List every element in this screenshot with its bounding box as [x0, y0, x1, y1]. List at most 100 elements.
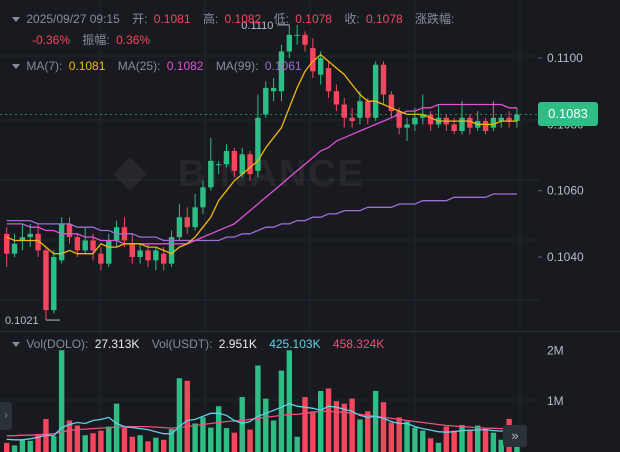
volume-bar — [420, 430, 426, 452]
candle — [208, 137, 214, 191]
candle-body — [74, 237, 81, 251]
double-chevron-right-icon: » — [511, 428, 519, 443]
candle — [176, 203, 183, 241]
candle-body — [19, 237, 26, 241]
volume-bar — [66, 420, 73, 452]
candle — [310, 38, 316, 78]
close-label: 收: — [344, 12, 360, 26]
volume-caret-icon[interactable] — [12, 342, 20, 348]
candle-body — [333, 91, 340, 105]
volume-bar — [27, 440, 33, 452]
high-label: 高: — [202, 12, 219, 26]
volume-bar — [396, 417, 402, 452]
candle — [137, 243, 143, 264]
close-value: 0.1078 — [366, 12, 403, 26]
volume-bar — [380, 402, 387, 452]
price-tick-label: 0.1060 — [547, 184, 584, 198]
collapse-caret-icon[interactable] — [12, 17, 20, 23]
vol-usdt-value: 2.951K — [218, 337, 257, 351]
candle-body — [412, 117, 418, 125]
candle-body — [4, 233, 10, 254]
price-tick-label: 0.1040 — [547, 250, 584, 264]
candle — [66, 217, 73, 244]
candle-body — [310, 48, 316, 72]
volume-bar — [467, 430, 473, 452]
candle-body — [223, 150, 230, 165]
volume-bar — [137, 435, 143, 452]
candle-body — [58, 223, 65, 261]
candle — [82, 227, 88, 254]
candle — [302, 31, 308, 52]
candle — [396, 107, 402, 135]
candle-body — [506, 117, 512, 122]
candle-body — [388, 94, 395, 112]
ma25-value: 0.1082 — [166, 59, 204, 73]
vol-dolo-value: 27.313K — [94, 337, 140, 351]
candle-body — [168, 237, 175, 264]
volume-bar — [215, 406, 222, 452]
low-marker-label: 0.1021 — [5, 315, 39, 327]
low-value: 0.1078 — [295, 12, 332, 26]
volume-row: Vol(DOLO): 27.313K Vol(USDT): 2.951K 425… — [12, 337, 387, 351]
volume-bar — [443, 426, 449, 452]
candle-body — [459, 117, 465, 132]
volume-bar — [278, 370, 285, 452]
ma7-label: MA(7): — [26, 59, 63, 73]
vol-ma1-line — [6, 403, 517, 441]
candle — [278, 44, 285, 102]
candle — [231, 147, 238, 178]
scroll-to-latest-button[interactable]: » — [503, 425, 527, 447]
candle — [490, 101, 497, 132]
volume-bars — [4, 350, 520, 452]
candle-body — [490, 117, 497, 128]
candle — [420, 94, 426, 125]
candle-body — [451, 124, 457, 132]
watermark-text: BINANCE — [178, 153, 365, 195]
volume-bar — [176, 378, 183, 452]
candle — [506, 111, 512, 128]
candle-body — [357, 101, 363, 118]
candle-body — [420, 114, 426, 118]
candle-body — [200, 187, 206, 208]
vol-usdt-label: Vol(USDT): — [151, 337, 213, 351]
candle — [372, 61, 379, 122]
candle-body — [239, 154, 245, 175]
candle — [263, 81, 269, 118]
candle-body — [208, 160, 214, 188]
candle — [51, 250, 57, 314]
volume-bar — [490, 432, 497, 452]
volume-bar — [451, 430, 457, 452]
candle-body — [51, 257, 57, 311]
ma-row: MA(7): 0.1081 MA(25): 0.1082 MA(99): 0.1… — [12, 59, 305, 73]
candle-body — [247, 154, 253, 175]
volume-bar — [74, 425, 81, 452]
candle-body — [318, 58, 324, 75]
ohlc-row: 2025/09/27 09:15 开: 0.1081 高: 0.1082 低: … — [12, 10, 457, 27]
vol-ma2-line — [6, 410, 517, 437]
candle — [43, 247, 49, 321]
volume-bar — [161, 439, 167, 452]
candle-body — [404, 124, 410, 128]
volume-bar — [168, 429, 175, 452]
volume-bar — [482, 428, 489, 452]
scroll-left-button[interactable]: › — [0, 402, 12, 430]
candle — [467, 114, 473, 135]
candle-body — [427, 114, 434, 125]
candle-body — [66, 223, 73, 238]
candle-body — [231, 150, 238, 171]
price-tick-label: 0.1100 — [547, 51, 583, 65]
candle — [192, 194, 198, 231]
candle-body — [255, 117, 261, 171]
candle — [341, 97, 347, 128]
candle-body — [11, 243, 18, 254]
candle-body — [278, 51, 285, 92]
open-value: 0.1081 — [153, 12, 191, 26]
current-price-tag: 0.1083 — [538, 102, 598, 127]
candle — [223, 144, 230, 168]
ma25-label: MA(25): — [117, 59, 161, 73]
ma-caret-icon[interactable] — [12, 64, 20, 70]
candle — [435, 104, 442, 128]
candle — [459, 101, 465, 135]
candle-body — [145, 250, 151, 261]
